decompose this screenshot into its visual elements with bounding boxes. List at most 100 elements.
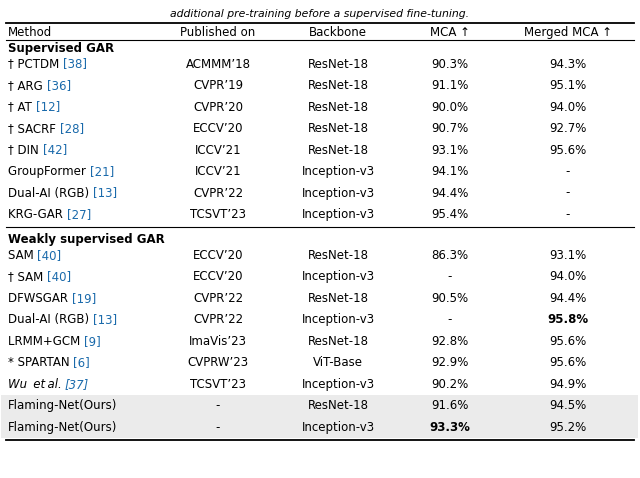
Text: CVPR’22: CVPR’22 (193, 314, 243, 326)
Text: CVPR’20: CVPR’20 (193, 100, 243, 113)
Text: 92.7%: 92.7% (549, 122, 587, 135)
Text: [21]: [21] (90, 165, 114, 178)
Text: 90.5%: 90.5% (431, 292, 468, 305)
Text: 86.3%: 86.3% (431, 249, 468, 262)
Text: [13]: [13] (93, 186, 117, 199)
Text: Inception-v3: Inception-v3 (301, 421, 374, 434)
Text: MCA ↑: MCA ↑ (430, 25, 470, 39)
Text: † SACRF: † SACRF (8, 122, 60, 135)
Text: [36]: [36] (47, 79, 70, 92)
Text: -: - (448, 271, 452, 283)
Text: Merged MCA ↑: Merged MCA ↑ (524, 25, 612, 39)
Text: ResNet-18: ResNet-18 (307, 249, 369, 262)
Text: [27]: [27] (67, 208, 91, 221)
Text: TCSVT’23: TCSVT’23 (190, 378, 246, 391)
Text: -: - (216, 400, 220, 413)
Text: 92.8%: 92.8% (431, 335, 468, 348)
Text: * SPARTAN: * SPARTAN (8, 357, 74, 369)
Text: 95.6%: 95.6% (549, 335, 587, 348)
Text: 95.6%: 95.6% (549, 143, 587, 156)
Text: 94.0%: 94.0% (549, 100, 587, 113)
Text: 93.1%: 93.1% (549, 249, 587, 262)
Text: ResNet-18: ResNet-18 (307, 400, 369, 413)
Text: ACMMM’18: ACMMM’18 (186, 57, 250, 70)
Text: [6]: [6] (74, 357, 90, 369)
Text: 95.6%: 95.6% (549, 357, 587, 369)
Text: [40]: [40] (38, 249, 61, 262)
Text: ResNet-18: ResNet-18 (307, 57, 369, 70)
Text: ECCV’20: ECCV’20 (193, 271, 243, 283)
Text: Published on: Published on (180, 25, 255, 39)
Text: Flaming-Net(Ours): Flaming-Net(Ours) (8, 400, 117, 413)
Text: 91.1%: 91.1% (431, 79, 468, 92)
Text: Inception-v3: Inception-v3 (301, 378, 374, 391)
Text: Method: Method (8, 25, 52, 39)
Text: Supervised GAR: Supervised GAR (8, 42, 114, 54)
Text: ICCV’21: ICCV’21 (195, 165, 241, 178)
Text: CVPR’22: CVPR’22 (193, 186, 243, 199)
Text: Inception-v3: Inception-v3 (301, 208, 374, 221)
Text: 94.4%: 94.4% (431, 186, 468, 199)
Text: Flaming-Net(Ours): Flaming-Net(Ours) (8, 421, 117, 434)
Text: -: - (216, 421, 220, 434)
Text: [19]: [19] (72, 292, 96, 305)
Text: [12]: [12] (36, 100, 60, 113)
Text: ResNet-18: ResNet-18 (307, 143, 369, 156)
Text: † PCTDM: † PCTDM (8, 57, 63, 70)
Text: ViT-Base: ViT-Base (313, 357, 363, 369)
Text: † SAM: † SAM (8, 271, 47, 283)
Text: Weakly supervised GAR: Weakly supervised GAR (8, 233, 164, 246)
Text: Dual-AI (RGB): Dual-AI (RGB) (8, 314, 93, 326)
Text: CVPRW’23: CVPRW’23 (188, 357, 248, 369)
Text: ImaVis’23: ImaVis’23 (189, 335, 247, 348)
Text: 93.3%: 93.3% (429, 421, 470, 434)
Text: 92.9%: 92.9% (431, 357, 468, 369)
Text: Inception-v3: Inception-v3 (301, 165, 374, 178)
Text: 91.6%: 91.6% (431, 400, 468, 413)
Text: Wu  et al.: Wu et al. (8, 378, 64, 391)
Text: ResNet-18: ResNet-18 (307, 292, 369, 305)
Text: Inception-v3: Inception-v3 (301, 186, 374, 199)
Text: 90.3%: 90.3% (431, 57, 468, 70)
Text: 94.0%: 94.0% (549, 271, 587, 283)
Text: Inception-v3: Inception-v3 (301, 271, 374, 283)
Text: Backbone: Backbone (309, 25, 367, 39)
Text: † DIN: † DIN (8, 143, 42, 156)
Text: KRG-GAR: KRG-GAR (8, 208, 67, 221)
Text: [13]: [13] (93, 314, 117, 326)
Text: † ARG: † ARG (8, 79, 47, 92)
Text: 94.9%: 94.9% (549, 378, 587, 391)
Text: -: - (566, 165, 570, 178)
Text: TCSVT’23: TCSVT’23 (190, 208, 246, 221)
Text: ResNet-18: ResNet-18 (307, 100, 369, 113)
Text: ResNet-18: ResNet-18 (307, 335, 369, 348)
Text: 95.2%: 95.2% (549, 421, 587, 434)
Text: Dual-AI (RGB): Dual-AI (RGB) (8, 186, 93, 199)
Text: † AT: † AT (8, 100, 36, 113)
Text: ResNet-18: ResNet-18 (307, 79, 369, 92)
Text: 95.8%: 95.8% (547, 314, 589, 326)
Text: 94.3%: 94.3% (549, 57, 587, 70)
Text: 93.1%: 93.1% (431, 143, 468, 156)
Text: ECCV’20: ECCV’20 (193, 249, 243, 262)
Text: [38]: [38] (63, 57, 87, 70)
Text: 95.1%: 95.1% (549, 79, 587, 92)
Text: -: - (566, 208, 570, 221)
Text: CVPR’22: CVPR’22 (193, 292, 243, 305)
FancyBboxPatch shape (1, 417, 638, 438)
Text: additional pre-training before a supervised fine-tuning.: additional pre-training before a supervi… (170, 9, 470, 19)
Text: 94.4%: 94.4% (549, 292, 587, 305)
Text: ResNet-18: ResNet-18 (307, 122, 369, 135)
Text: 94.5%: 94.5% (549, 400, 587, 413)
Text: CVPR’19: CVPR’19 (193, 79, 243, 92)
Text: 90.2%: 90.2% (431, 378, 468, 391)
Text: [42]: [42] (42, 143, 67, 156)
Text: 90.0%: 90.0% (431, 100, 468, 113)
Text: DFWSGAR: DFWSGAR (8, 292, 72, 305)
Text: 94.1%: 94.1% (431, 165, 468, 178)
Text: ICCV’21: ICCV’21 (195, 143, 241, 156)
FancyBboxPatch shape (1, 395, 638, 417)
Text: [37]: [37] (64, 378, 88, 391)
Text: [28]: [28] (60, 122, 84, 135)
Text: ECCV’20: ECCV’20 (193, 122, 243, 135)
